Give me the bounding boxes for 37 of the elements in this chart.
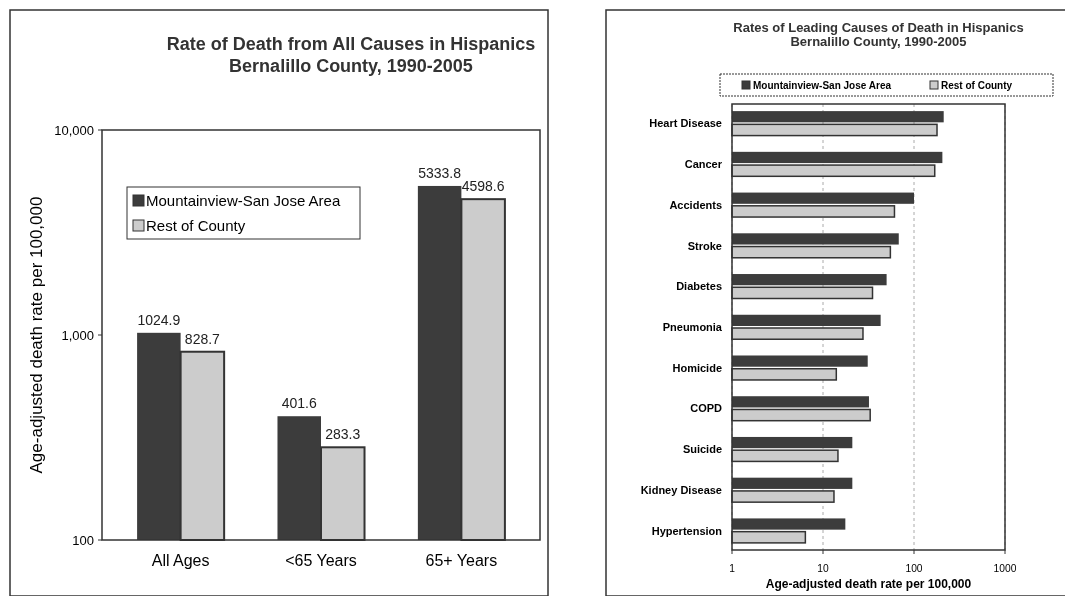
- data-label: 401.6: [281, 395, 317, 412]
- y-tick-label: Accidents: [669, 198, 722, 211]
- legend-label: Mountainview-San Jose Area: [146, 192, 341, 209]
- y-tick-label: Cancer: [684, 158, 723, 171]
- data-label: 828.7: [184, 330, 221, 347]
- y-tick-label: Homicide: [672, 361, 722, 374]
- data-label: 1024.9: [137, 311, 181, 328]
- y-tick-label: Pneumonia: [662, 321, 723, 333]
- chart-subtitle: Bernalillo County, 1990-2005: [229, 56, 473, 76]
- x-axis-title: Age-adjusted death rate per 100,000: [765, 577, 972, 591]
- y-axis-title: Age-adjusted death rate per 100,000: [27, 196, 46, 474]
- data-label: 4598.6: [461, 178, 505, 195]
- y-tick-label: Kidney Disease: [640, 483, 722, 496]
- y-tick-label: Suicide: [682, 443, 722, 456]
- x-tick-label: 100: [905, 563, 923, 574]
- data-label: 5333.8: [418, 164, 462, 181]
- y-tick-label: Hypertension: [651, 524, 723, 537]
- data-label: 283.3: [325, 426, 361, 443]
- y-tick-label: Diabetes: [676, 280, 722, 293]
- x-tick-label: 1000: [993, 563, 1017, 574]
- legend-label: Rest of County: [941, 80, 1013, 91]
- y-tick-label: Heart Disease: [649, 117, 722, 130]
- legend-label: Mountainview-San Jose Area: [753, 80, 892, 91]
- y-tick-label: Stroke: [687, 239, 722, 252]
- x-tick-label: 1: [729, 563, 736, 574]
- x-tick-label: 10: [817, 563, 829, 574]
- legend-label: Rest of County: [146, 217, 246, 234]
- chart-subtitle: Bernalillo County, 1990-2005: [790, 34, 967, 49]
- x-tick-label: <65 Years: [285, 552, 357, 569]
- y-tick-label: 1,000: [61, 328, 94, 343]
- y-tick-label: 10,000: [54, 123, 94, 138]
- y-tick-label: 100: [72, 533, 94, 548]
- x-tick-label: All Ages: [151, 552, 210, 569]
- y-tick-label: COPD: [690, 402, 723, 415]
- chart-title: Rate of Death from All Causes in Hispanics: [166, 34, 536, 54]
- x-tick-label: 65+ Years: [425, 552, 498, 569]
- chart-title: Rates of Leading Causes of Death in Hispanics: [733, 20, 1024, 35]
